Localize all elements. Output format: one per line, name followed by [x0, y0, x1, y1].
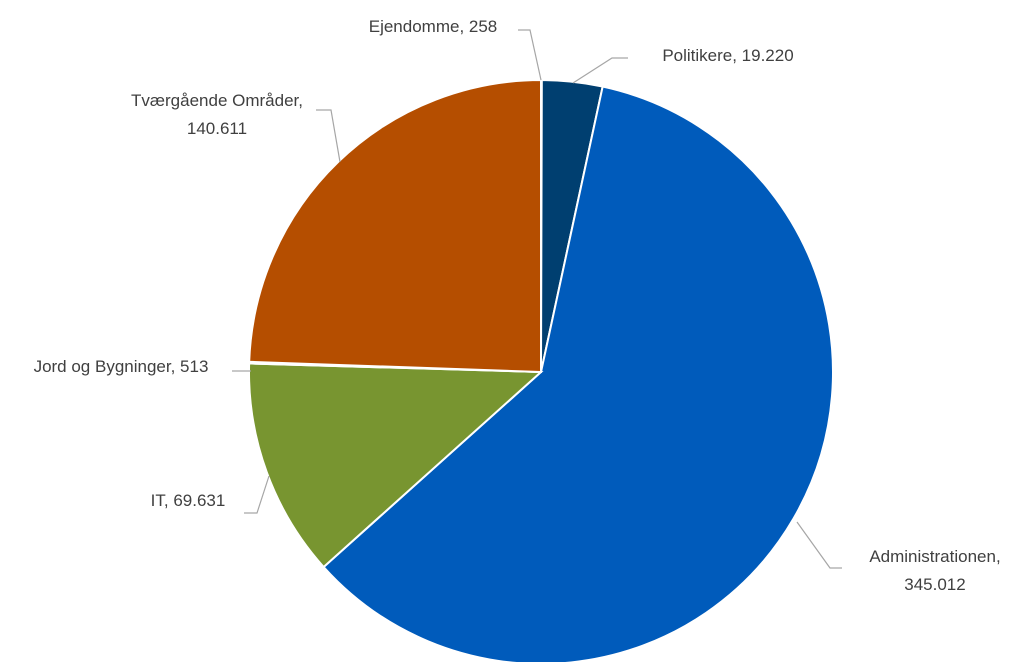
data-label-ejendomme: Ejendomme, 258: [369, 17, 498, 36]
data-label-administrationen: Administrationen, 345.012: [869, 547, 1000, 594]
data-label-jord-og-bygninger: Jord og Bygninger, 513: [34, 357, 209, 376]
leader-line-ejendomme: [518, 29, 542, 81]
leader-lines: [232, 29, 842, 569]
data-label-it: IT, 69.631: [151, 491, 226, 510]
data-label-politikere: Politikere, 19.220: [662, 46, 793, 65]
data-label-tvaergaaende-omraader: Tværgående Områder, 140.611: [131, 91, 303, 138]
data-labels: Ejendomme, 258 Politikere, 19.220 Administ…: [34, 17, 1001, 594]
pie-slice-tvaergaaende-omraader: [248, 78, 542, 374]
leader-line-politikere: [572, 57, 628, 84]
pie-slice-administrationen: [322, 85, 834, 662]
leader-line-it: [244, 475, 270, 514]
pie-slice-it: [248, 362, 544, 569]
pie-slices: [248, 78, 834, 662]
leader-line-administrationen: [796, 521, 842, 569]
leader-line-tvaergaaende-omraader: [316, 109, 341, 163]
